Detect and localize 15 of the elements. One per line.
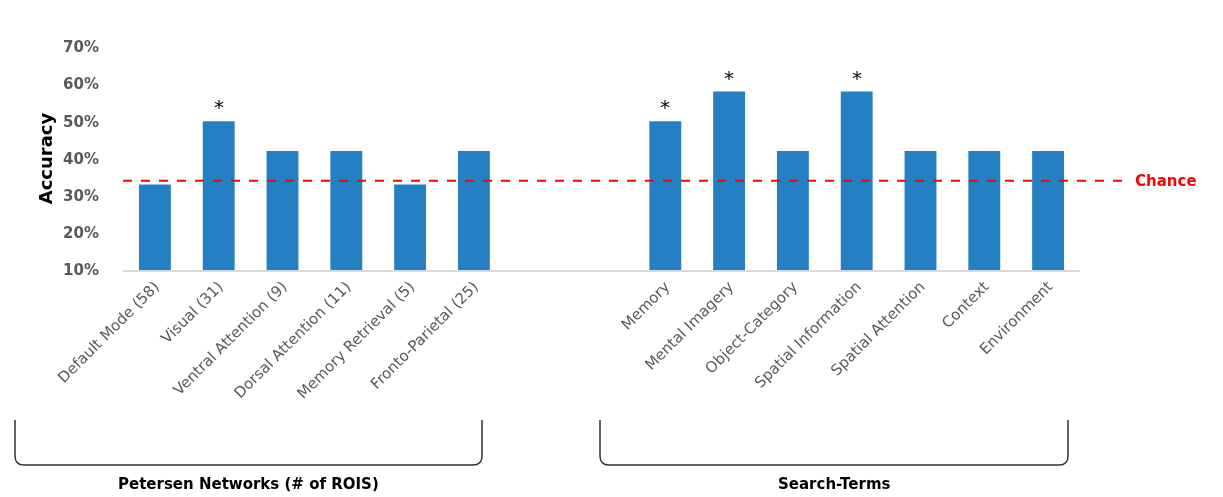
y-axis-title: Accuracy	[35, 112, 57, 205]
y-tick-label: 50%	[63, 112, 99, 131]
y-tick-label: 40%	[63, 149, 99, 168]
annotation: *	[852, 66, 862, 90]
annotation: *	[214, 95, 224, 119]
annotation: *	[660, 95, 670, 119]
y-tick-label: 70%	[63, 38, 99, 57]
y-tick-label: 10%	[63, 261, 99, 280]
text: Petersen Networks (# of ROIS)	[118, 475, 379, 493]
text: Search-Terms	[778, 475, 891, 493]
y-tick-label: 20%	[63, 224, 99, 243]
y-tick-label: 30%	[63, 186, 99, 205]
annotation: *	[724, 66, 734, 90]
ref-line-label: Chance	[1135, 172, 1197, 190]
y-tick-label: 60%	[63, 75, 99, 94]
